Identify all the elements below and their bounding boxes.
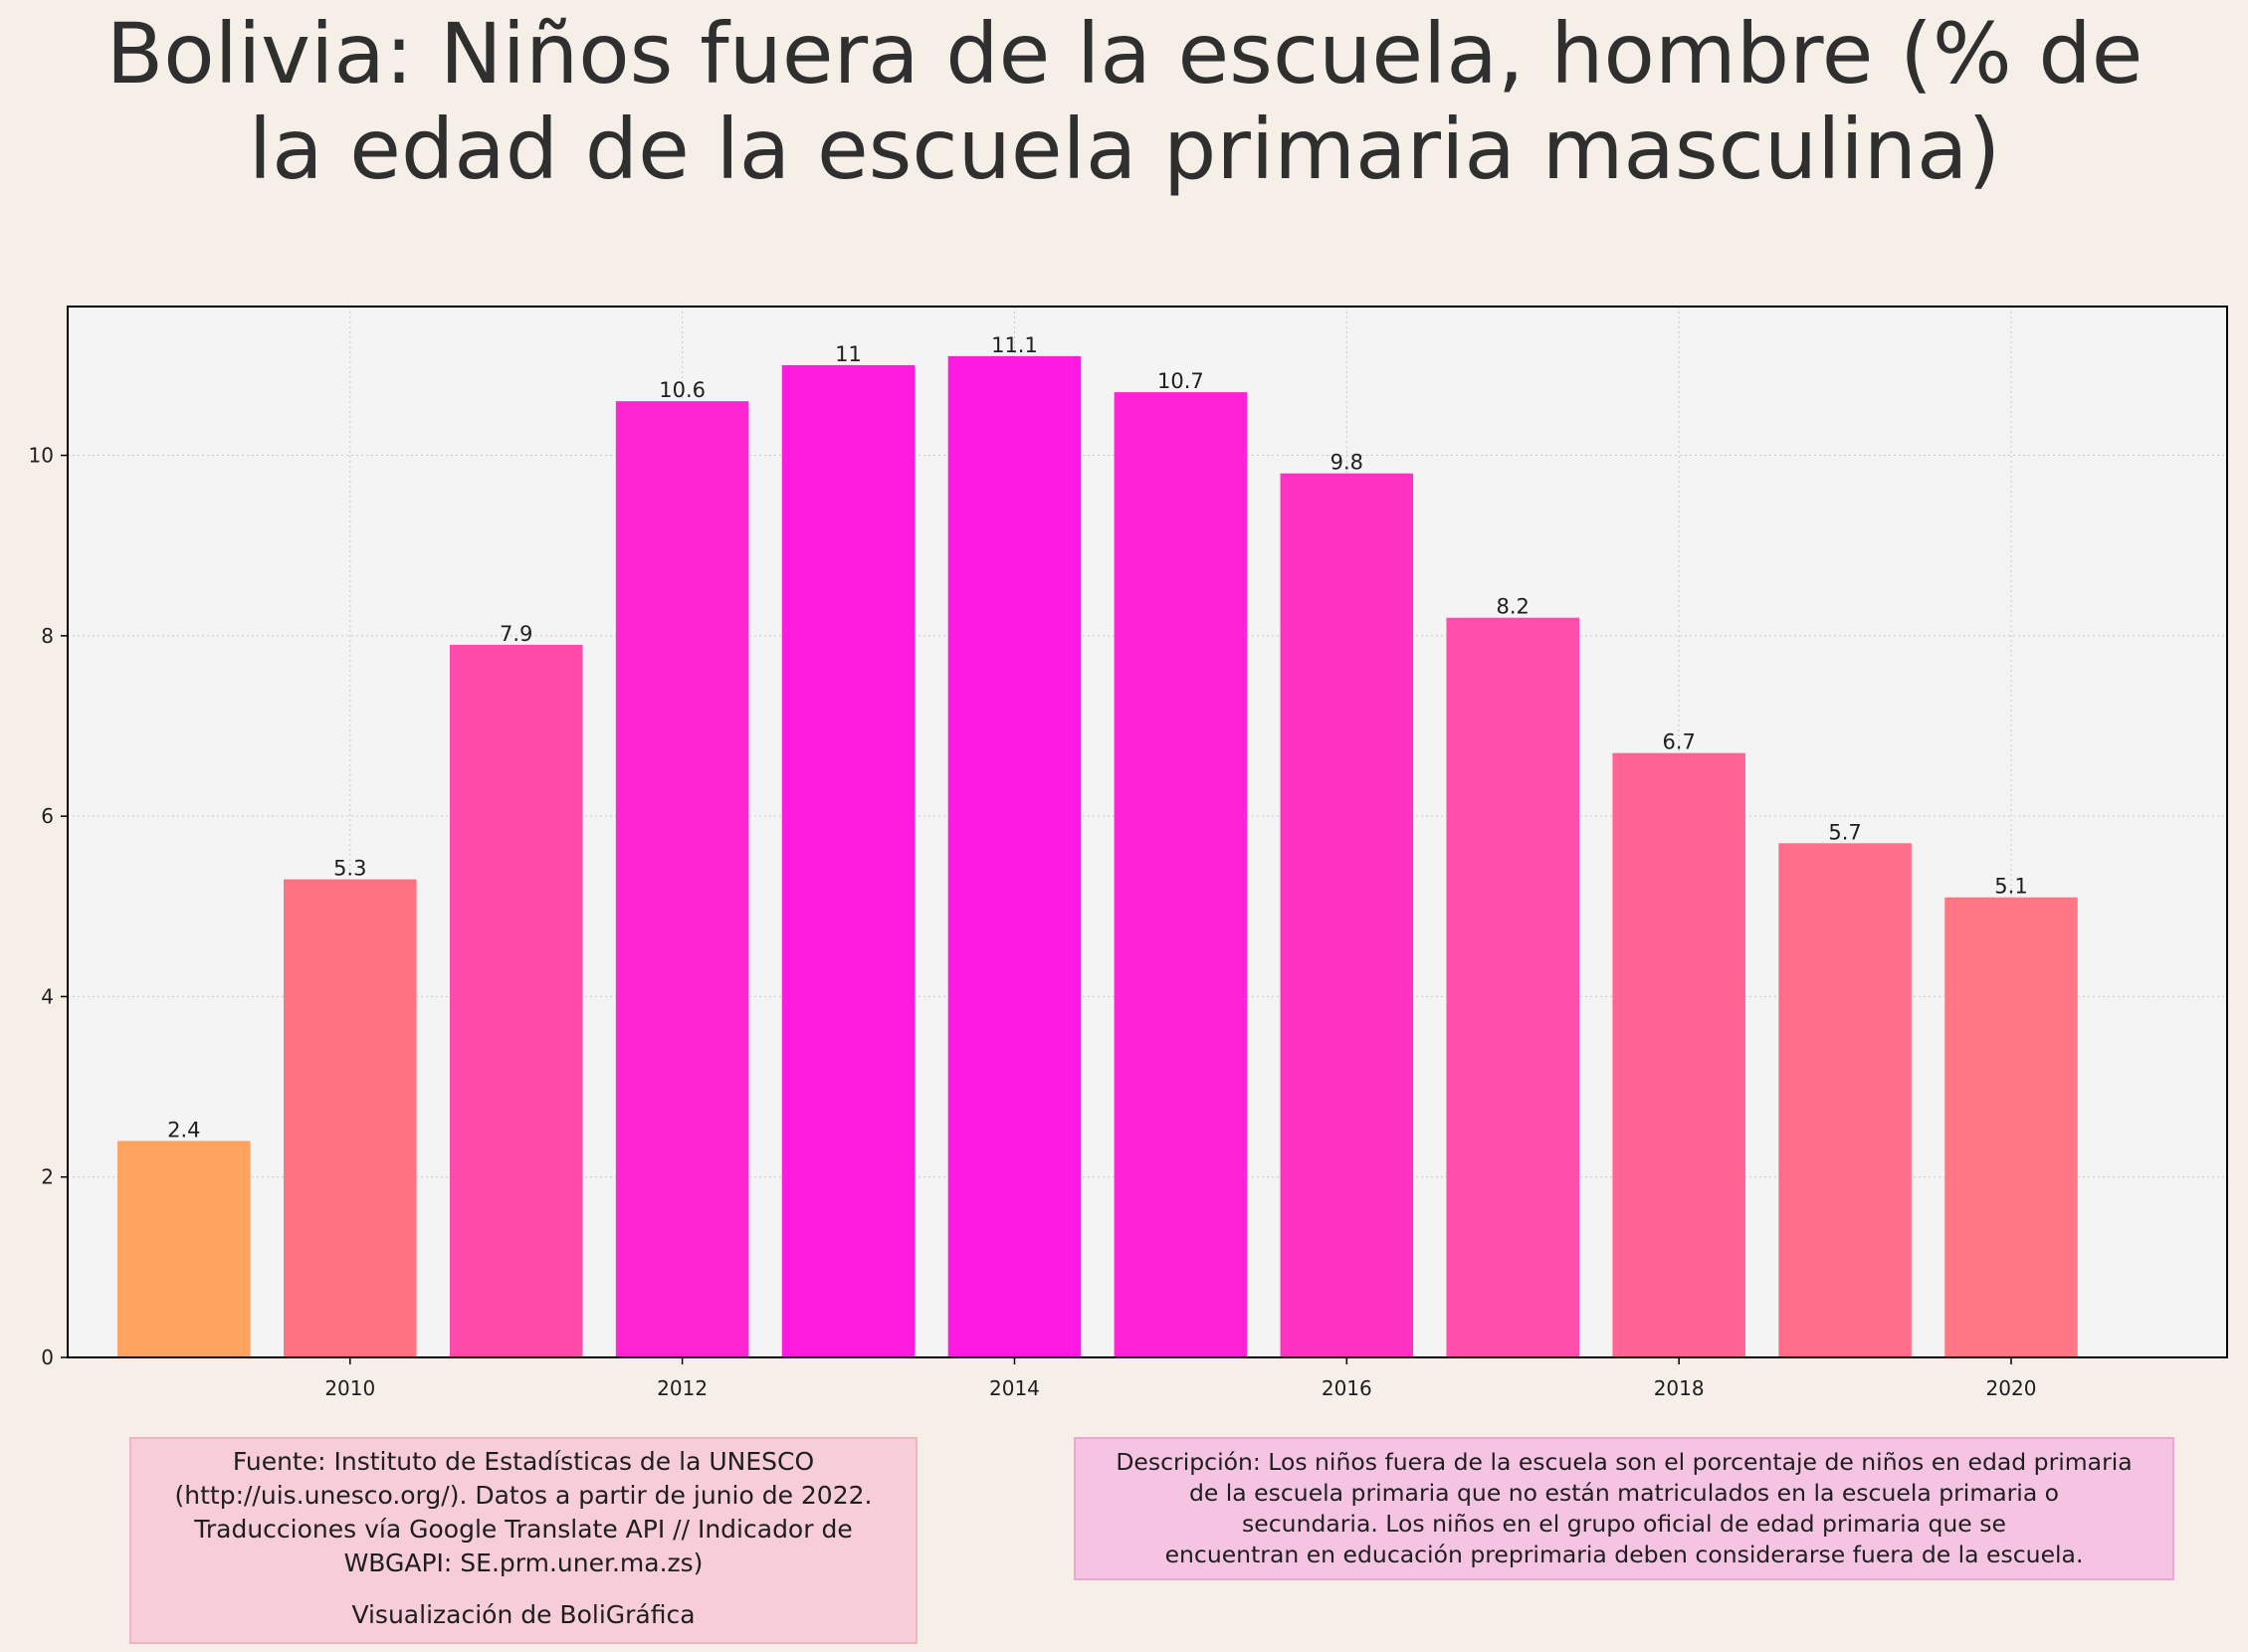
y-tick-label: 0 [41,1345,54,1369]
plot-frame [67,306,2228,1358]
bar-value-label: 2.4 [167,1118,200,1141]
y-tick-label: 6 [41,804,54,828]
bar [1612,752,1745,1357]
bar-value-label: 5.3 [333,857,366,881]
chart-title: Bolivia: Niños fuera de la escuela, homb… [105,5,2144,198]
bar [1944,897,2078,1357]
source-line: Fuente: Instituto de Estadísticas de la … [232,1447,815,1476]
bar-value-label: 9.8 [1330,451,1363,475]
bar [117,1140,251,1357]
bar [1280,473,1414,1357]
bar-value-label: 5.1 [1994,875,2027,899]
bar [1778,843,1912,1357]
source-note: Fuente: Instituto de Estadísticas de la … [129,1437,918,1644]
bar-value-label: 7.9 [500,622,532,646]
x-tick-label: 2020 [1986,1376,2037,1400]
description-note: Descripción: Los niños fuera de la escue… [1074,1437,2174,1580]
bar [615,401,749,1357]
x-tick-label: 2010 [324,1376,375,1400]
y-tick-label: 4 [41,984,54,1008]
source-line: WBGAPI: SE.prm.uner.ma.zs) [343,1549,704,1577]
visualization-credit: Visualización de BoliGráfica [351,1600,696,1629]
bar-value-label: 10.6 [659,378,706,402]
y-tick-label: 8 [41,624,54,648]
description-line: secundaria. Los niños en el grupo oficia… [1242,1510,2006,1538]
bars [117,355,2078,1358]
x-tick-label: 2016 [1322,1376,1372,1400]
description-line: de la escuela primaria que no están matr… [1188,1479,2060,1507]
source-line: Traducciones vía Google Translate API //… [194,1515,853,1544]
bar [781,364,916,1357]
bar-value-label: 11 [835,342,862,366]
x-tick-label: 2014 [989,1376,1040,1400]
bar-value-label: 8.2 [1497,595,1530,619]
bar [947,355,1082,1357]
bar-chart: 2.4 5.3 7.9 10.6 11 11.1 10.7 9.8 8.2 6.7 5.7 5.1 0… [29,306,2228,1400]
source-line: (http://uis.unesco.org/). Datos a partir… [174,1481,873,1510]
data-labels: 2.4 5.3 7.9 10.6 11 11.1 10.7 9.8 8.2 6.7 5.7 5.1 [167,333,2028,1142]
description-line: Descripción: Los niños fuera de la escue… [1116,1448,2133,1476]
y-tick-label: 2 [41,1165,54,1189]
x-tick-label: 2012 [657,1376,708,1400]
bar-value-label: 6.7 [1662,730,1695,754]
description-line: encuentran en educación preprimaria debe… [1164,1541,2084,1568]
bar [284,879,417,1357]
bar [1114,392,1248,1358]
bar-value-label: 5.7 [1828,820,1861,844]
bar-value-label: 10.7 [1157,369,1204,393]
y-tick-label: 10 [29,444,54,468]
bar [1446,617,1579,1357]
axis-ticks: 0 2 4 6 8 10 2010 2012 2014 2016 2018 2020 [29,444,2037,1400]
bar-value-label: 11.1 [991,333,1038,357]
bar [449,644,583,1357]
x-tick-label: 2018 [1654,1376,1705,1400]
